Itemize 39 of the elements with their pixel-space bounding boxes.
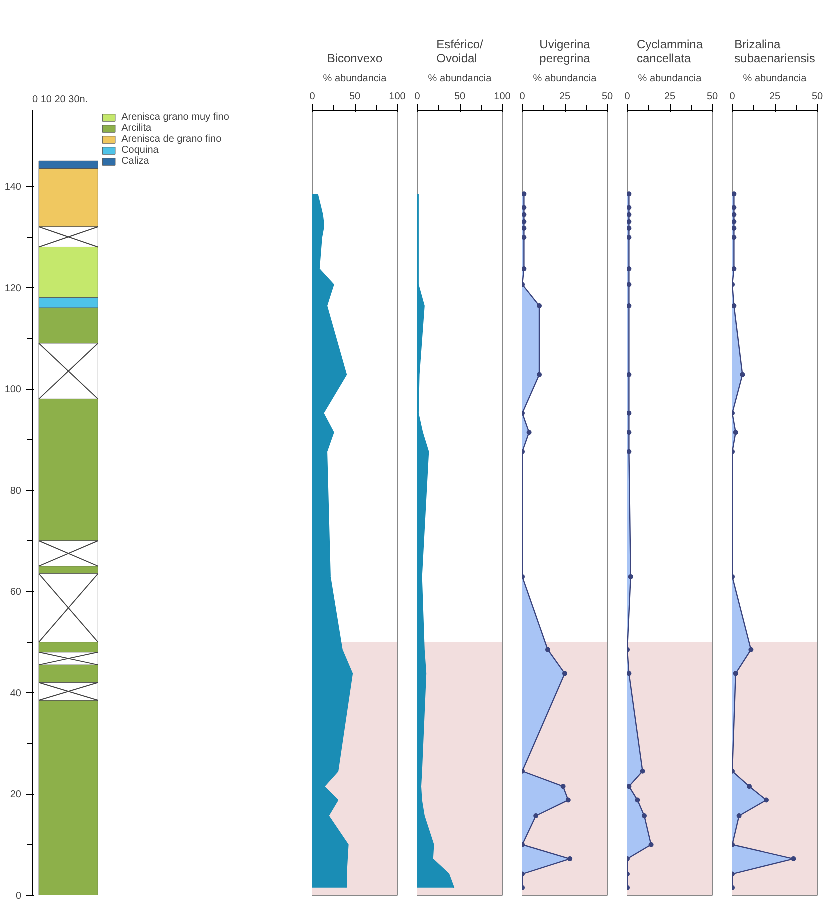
- legend-label: Arcilita: [122, 123, 152, 134]
- x-tick-label: 0: [414, 92, 421, 102]
- x-tick-label: 50: [454, 92, 466, 102]
- legend-label: Arenisca grano muy fino: [122, 112, 230, 123]
- x-tick-label: 0: [730, 92, 736, 102]
- y-tick-label: 40: [10, 688, 22, 700]
- y-tick-label: 80: [10, 486, 22, 497]
- x-tick-label: 100: [494, 92, 512, 102]
- x-tick-label: 100: [389, 92, 406, 102]
- y-tick-label: 100: [4, 384, 22, 396]
- legend-label: Arenisca de grano fino: [122, 134, 222, 145]
- chart-title: Esférico/ Ovoidal: [436, 38, 484, 66]
- x-tick-label: 50: [812, 92, 824, 102]
- chart-title: Brizalina subaenariensis: [734, 38, 816, 66]
- y-tick-label: 140: [4, 182, 22, 193]
- x-tick-label: 50: [349, 92, 361, 102]
- y-tick-label: 20: [10, 790, 22, 801]
- chart-title: Cyclammina cancellata: [636, 38, 704, 66]
- y-tick-label: 0: [16, 891, 22, 902]
- x-axis-title: % abundancia: [638, 74, 702, 84]
- x-tick-label: 50: [706, 92, 718, 102]
- legend-label: Coquina: [122, 145, 159, 156]
- text: 0 10 20 30n.: [32, 94, 88, 106]
- y-tick-label: 60: [10, 587, 22, 598]
- y-tick-label: 120: [4, 283, 22, 294]
- x-tick-label: 25: [664, 92, 676, 102]
- legend-label: Caliza: [122, 156, 150, 167]
- x-axis-title: % abundancia: [323, 74, 388, 84]
- chart-title: Biconvexo: [327, 52, 384, 66]
- x-tick-label: 50: [602, 92, 614, 102]
- x-tick-label: 25: [559, 92, 571, 102]
- chart-title: Uvigerina peregrina: [540, 38, 591, 66]
- x-axis-title: % abundancia: [428, 74, 492, 84]
- x-axis-title: % abundancia: [533, 74, 598, 84]
- x-tick-label: 0: [624, 92, 631, 102]
- x-tick-label: 0: [310, 92, 316, 102]
- x-axis-title: % abundancia: [743, 74, 808, 84]
- x-tick-label: 0: [520, 92, 526, 102]
- x-tick-label: 25: [769, 92, 781, 102]
